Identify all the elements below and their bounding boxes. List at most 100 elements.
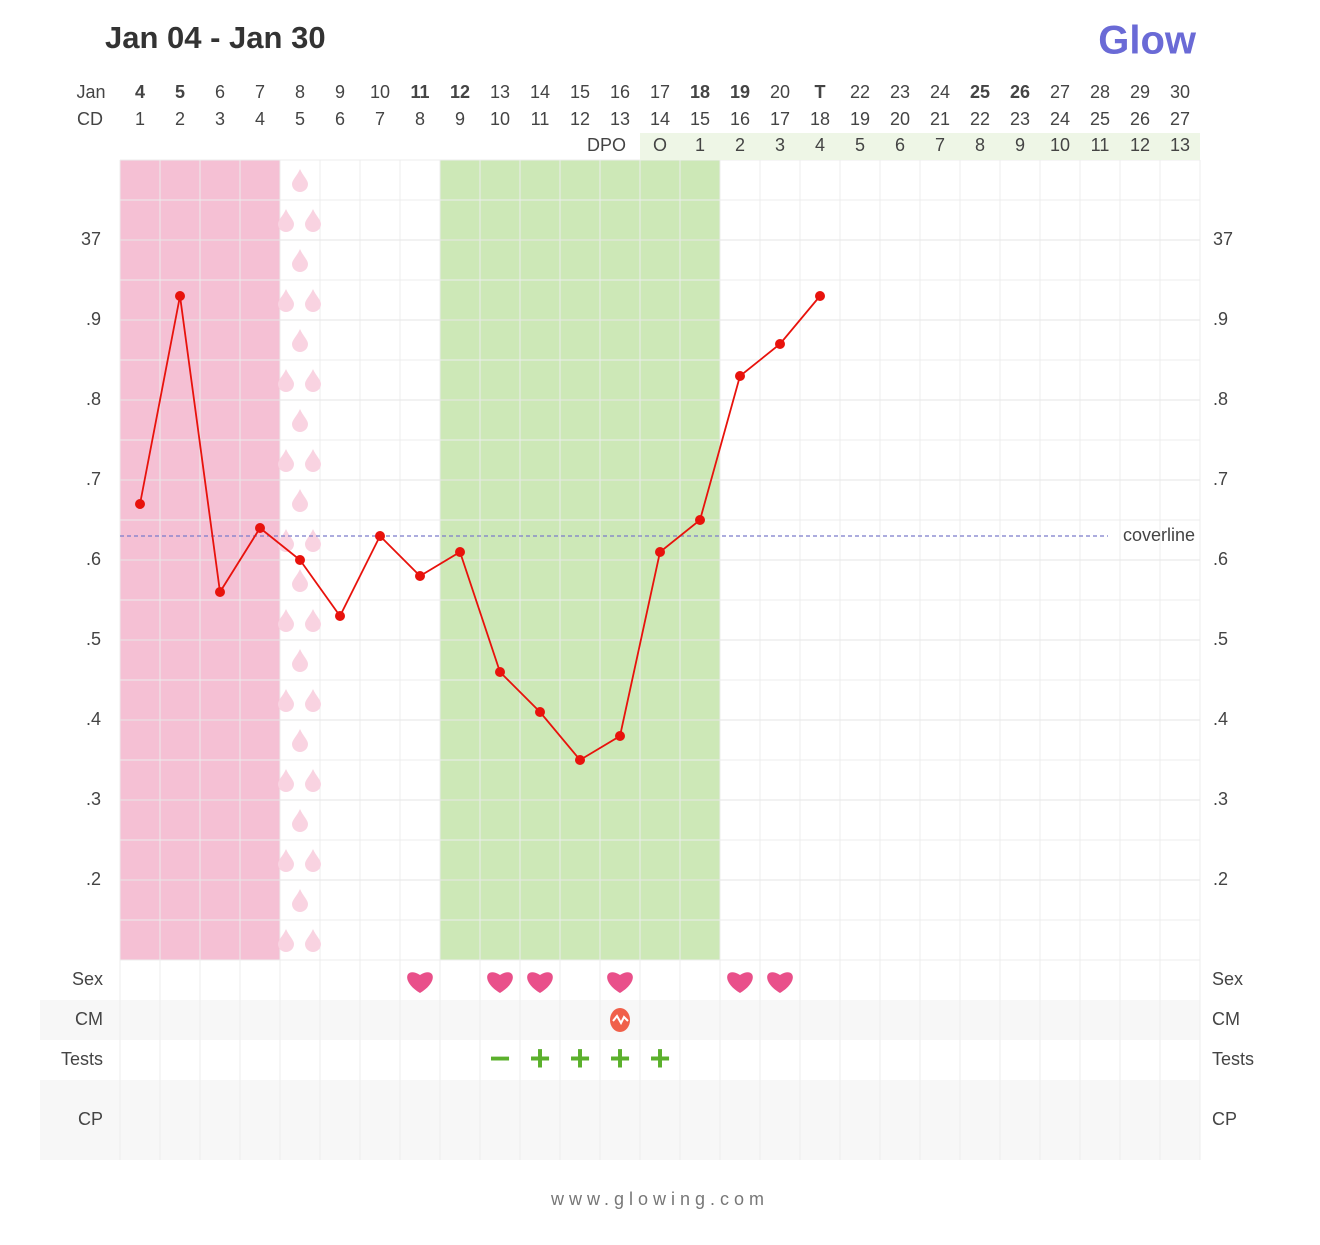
temperature-point: [455, 547, 465, 557]
spotting-drop: [305, 769, 321, 792]
date-label: 22: [850, 82, 870, 102]
row-label: CM: [1212, 1009, 1240, 1029]
cd-number: 24: [1050, 109, 1070, 129]
temperature-point: [295, 555, 305, 565]
temperature-point: [415, 571, 425, 581]
temperature-point: [255, 523, 265, 533]
y-tick-label: .3: [86, 789, 101, 809]
temperature-point: [655, 547, 665, 557]
spotting-drop: [278, 289, 294, 312]
temperature-point: [175, 291, 185, 301]
spotting-drop: [292, 169, 308, 192]
coverline-label: coverline: [1123, 525, 1195, 545]
dpo-number: 11: [1091, 135, 1110, 155]
cd-number: 20: [890, 109, 910, 129]
y-tick-label: .7: [1213, 469, 1228, 489]
dpo-number: 10: [1050, 135, 1070, 155]
row-label: Sex: [1212, 969, 1243, 989]
date-label: 29: [1130, 82, 1150, 102]
dpo-label: DPO: [587, 135, 626, 155]
test-result: +: [569, 1038, 590, 1079]
spotting-drop: [305, 529, 321, 552]
spotting-drop: [292, 409, 308, 432]
test-result: −: [489, 1038, 510, 1079]
dpo-number: 5: [855, 135, 865, 155]
temperature-point: [215, 587, 225, 597]
dpo-number: 6: [895, 135, 905, 155]
cd-number: 11: [531, 109, 550, 129]
temperature-line: [139, 295, 821, 762]
temperature-point: [535, 707, 545, 717]
spotting-drop: [292, 729, 308, 752]
spotting-drop: [305, 449, 321, 472]
date-label: 15: [570, 82, 590, 102]
spotting-drop: [278, 769, 294, 792]
y-tick-label: .3: [1213, 789, 1228, 809]
cd-number: 12: [570, 109, 590, 129]
date-label: 4: [135, 82, 145, 102]
date-label: 25: [970, 82, 990, 102]
spotting-drop: [292, 489, 308, 512]
cd-number: 9: [455, 109, 465, 129]
spotting-drop: [278, 689, 294, 712]
date-label: 19: [730, 82, 750, 102]
spotting-drop: [278, 369, 294, 392]
cd-number: 4: [255, 109, 265, 129]
dpo-number: 8: [975, 135, 985, 155]
cd-number: 23: [1010, 109, 1030, 129]
spotting-drop: [278, 209, 294, 232]
cd-number: 1: [135, 109, 145, 129]
month-label: Jan: [76, 82, 105, 102]
row-label: Sex: [72, 969, 103, 989]
cd-number: 19: [850, 109, 870, 129]
footer: www.glowing.com: [550, 1189, 769, 1209]
spotting-drop: [278, 849, 294, 872]
cd-number: 27: [1170, 109, 1190, 129]
dpo-number: 13: [1170, 135, 1190, 155]
temperature-point: [615, 731, 625, 741]
dpo-number: 9: [1015, 135, 1025, 155]
y-tick-label: .4: [1213, 709, 1228, 729]
cd-number: 15: [690, 109, 710, 129]
temperature-point: [775, 339, 785, 349]
date-label: 28: [1090, 82, 1110, 102]
sex-heart: [607, 972, 633, 993]
cd-number: 22: [970, 109, 990, 129]
sex-heart: [487, 972, 513, 993]
test-result: +: [529, 1038, 550, 1079]
temperature-point: [495, 667, 505, 677]
test-result: +: [609, 1038, 630, 1079]
spotting-drop: [305, 689, 321, 712]
date-label: 16: [610, 82, 630, 102]
spotting-drop: [292, 809, 308, 832]
dpo-number: 12: [1130, 135, 1150, 155]
cd-number: 8: [415, 109, 425, 129]
row-bg: [40, 1080, 1200, 1160]
y-tick-label: .9: [86, 309, 101, 329]
date-label: 12: [450, 82, 470, 102]
y-tick-label: .4: [86, 709, 101, 729]
spotting-drop: [278, 449, 294, 472]
cd-number: 3: [215, 109, 225, 129]
dpo-number: 4: [815, 135, 825, 155]
row-label: Tests: [61, 1049, 103, 1069]
dpo-bg: [640, 133, 1200, 160]
cd-number: 6: [335, 109, 345, 129]
date-label: 10: [370, 82, 390, 102]
y-tick-label: .6: [1213, 549, 1228, 569]
cd-number: 21: [930, 109, 950, 129]
spotting-drop: [305, 209, 321, 232]
temperature-point: [335, 611, 345, 621]
test-result: +: [649, 1038, 670, 1079]
date-label: 14: [530, 82, 550, 102]
temperature-point: [575, 755, 585, 765]
date-label: T: [815, 82, 826, 102]
cd-number: 26: [1130, 109, 1150, 129]
cd-number: 14: [650, 109, 670, 129]
chart-title: Jan 04 - Jan 30: [105, 20, 326, 55]
dpo-number: 7: [935, 135, 945, 155]
spotting-drop: [278, 609, 294, 632]
date-label: 20: [770, 82, 790, 102]
temperature-point: [135, 499, 145, 509]
